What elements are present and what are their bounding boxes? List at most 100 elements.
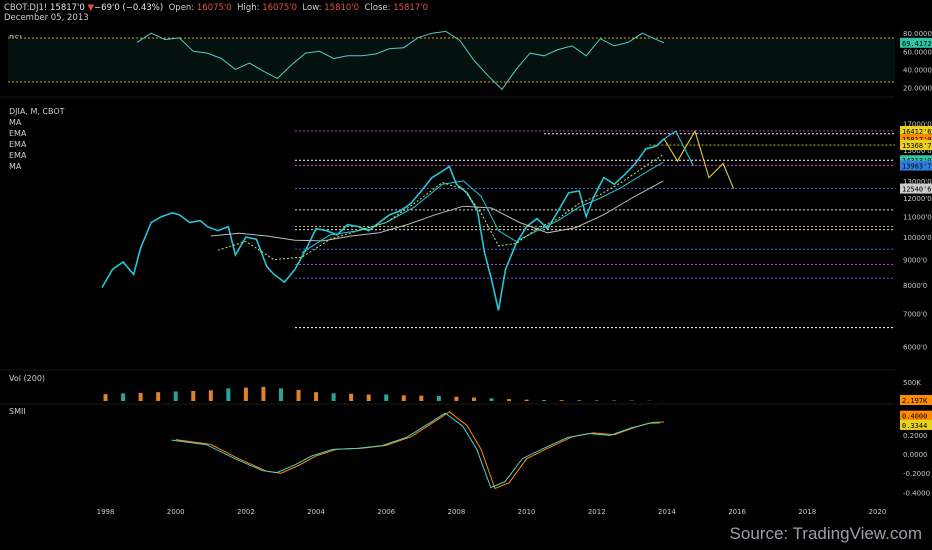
y-tick-label: 8000'0 (903, 282, 927, 290)
series-ema-3 (217, 154, 664, 261)
volume-bar (419, 395, 424, 401)
volume-bar (559, 400, 564, 401)
smii-tick-label: -0.2000 (903, 470, 930, 478)
low-value: 15810'0 (324, 3, 360, 13)
down-arrow-icon: ▼ (87, 3, 95, 13)
rsi-value-tag: 69.4172 (902, 40, 932, 48)
main-label-4: EMA (9, 151, 27, 160)
y-tick-label: 13000'0 (903, 178, 932, 186)
price-tag: 15368'7 (902, 142, 932, 150)
y-tick-label: 17000'0 (903, 120, 932, 128)
series-ma-1 (210, 180, 664, 242)
rsi-line (136, 30, 665, 91)
y-tick-label: 9000'0 (903, 257, 927, 265)
x-tick-label: 2002 (237, 508, 255, 516)
volume-bar (577, 400, 582, 401)
date-label: December 05, 2013 (4, 13, 89, 23)
price-tag-bg (900, 160, 932, 171)
y-tick-label: 12000'0 (903, 195, 932, 203)
volume-bar (138, 392, 143, 401)
smii-signal-line (175, 411, 665, 490)
volume-bar (401, 395, 406, 401)
x-tick-label: 2012 (588, 508, 606, 516)
volume-bar (278, 388, 283, 401)
low-label: Low: (302, 3, 322, 13)
x-tick-label: 2014 (658, 508, 676, 516)
close-value: 15817'0 (393, 3, 428, 13)
volume-bar (384, 394, 389, 401)
volume-bar (331, 393, 336, 401)
price-tag-bg (900, 140, 932, 151)
volume-bar (243, 387, 248, 401)
x-tick-label: 1998 (97, 508, 115, 516)
x-tick-label: 2010 (518, 508, 536, 516)
close-label: Close: (364, 3, 391, 13)
vol-tick-label: 500K (903, 379, 921, 387)
smii-tick-label: 0.2000 (903, 432, 928, 440)
x-tick-label: 2008 (447, 508, 465, 516)
smii-label: SMII (9, 407, 26, 416)
rsi-tick-label: 80.0000 (903, 30, 932, 38)
rsi-band (8, 38, 895, 82)
volume-bar (454, 396, 459, 401)
vol-value-tag: 2.197K (902, 397, 928, 405)
y-tick-label: 10000'0 (903, 234, 932, 242)
x-tick-label: 2000 (167, 508, 185, 516)
volume-bar (507, 399, 512, 401)
series-djia-0 (101, 138, 665, 311)
smii-tick-label: -0.4000 (903, 489, 930, 497)
rsi-value-tag-bg (900, 37, 932, 48)
x-tick-label: 2020 (869, 508, 887, 516)
rsi-tick-label: 60.0000 (903, 48, 932, 56)
smii-line (171, 412, 660, 489)
source-label: Source: TradingView.com (729, 524, 922, 543)
volume-bar (594, 400, 599, 401)
volume-bar (226, 388, 231, 401)
volume-bar (349, 393, 354, 401)
open-value: 16075'0 (196, 3, 232, 13)
x-tick-label: 2016 (728, 508, 746, 516)
volume-bar (208, 390, 213, 401)
volume-bar (173, 391, 178, 401)
y-tick-label: 6000'0 (903, 343, 927, 351)
last-price: 15817'0 (50, 3, 85, 13)
price-tag-bg (900, 133, 932, 144)
open-label: Open: (168, 3, 195, 13)
y-tick-label: 7000'0 (903, 310, 927, 318)
smii-tick-label: 0.0000 (903, 451, 928, 459)
price-tag: 16412'6 (902, 128, 932, 136)
volume-bar (436, 396, 441, 401)
vol-label: Vol (200) (9, 374, 46, 383)
price-tag: 15817'0 (902, 136, 932, 144)
quote-header: CBOT:DJ1! 15817'0 ▼−69'0 (−0.43%) Open: … (4, 3, 428, 13)
volume-bar (261, 386, 266, 401)
main-label-1: MA (9, 118, 22, 127)
volume-bar (191, 391, 196, 401)
smii-tag-bg (900, 419, 932, 430)
volume-bar (156, 392, 161, 401)
price-tag-bg (900, 155, 932, 166)
volume-bar (296, 389, 301, 401)
price-tag-bg (900, 125, 932, 136)
symbol[interactable]: CBOT:DJ1! (4, 3, 48, 13)
x-tick-label: 2004 (307, 508, 325, 516)
smii-value-tag: 0.4000 (902, 413, 927, 421)
x-tick-label: 2018 (798, 508, 816, 516)
volume-bar (121, 393, 126, 401)
main-label-5: MA (9, 162, 22, 171)
vol-value-tag-bg (900, 395, 932, 405)
volume-bar (103, 394, 108, 401)
volume-bar (524, 399, 529, 401)
smii-value-tag: 0.3344 (902, 422, 927, 430)
smii-tag-bg (900, 410, 932, 421)
volume-bar (471, 397, 476, 401)
price-tag-bg (900, 183, 932, 194)
series-projection-4 (663, 129, 735, 189)
main-label-3: EMA (9, 140, 27, 149)
price-tag: 12540'6 (902, 186, 932, 194)
main-label-0: DJIA, M, CBOT (9, 107, 65, 116)
rsi-tick-label: 20.0000 (903, 84, 932, 92)
main-label-2: EMA (9, 129, 27, 138)
x-tick-label: 2006 (377, 508, 395, 516)
